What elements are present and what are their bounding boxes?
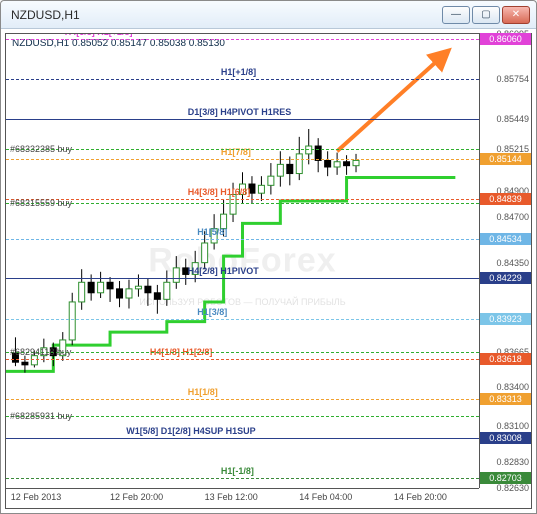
chart-window: NZDUSD,H1 — ▢ ✕ NZDUSD,H1 0.85052 0.8514…: [0, 0, 537, 514]
level-label: D1[3/8] H4PIVOT H1RES: [186, 107, 294, 117]
level-line: [6, 278, 479, 279]
level-line: [6, 79, 479, 80]
price-highlight: 0.83923: [480, 313, 531, 325]
chart-frame: NZDUSD,H1 0.85052 0.85147 0.85038 0.8513…: [5, 33, 532, 509]
price-highlight: 0.84229: [480, 272, 531, 284]
level-line: [6, 438, 479, 439]
order-label: #68285931 buy: [10, 411, 72, 421]
price-highlight: 0.82703: [480, 472, 531, 484]
level-line: [6, 239, 479, 240]
level-label: H4[2/8] H1PIVOT: [186, 266, 261, 276]
minimize-button[interactable]: —: [442, 6, 470, 24]
chart-plot-area[interactable]: NZDUSD,H1 0.85052 0.85147 0.85038 0.8513…: [6, 34, 479, 488]
time-tick: 14 Feb 20:00: [394, 489, 447, 502]
order-line: [6, 352, 479, 353]
level-line: [6, 159, 479, 160]
level-line: [6, 359, 479, 360]
maximize-button[interactable]: ▢: [472, 6, 500, 24]
price-highlight: 0.85144: [480, 153, 531, 165]
price-tick: 0.83100: [496, 421, 529, 431]
price-tick: 0.82830: [496, 457, 529, 467]
order-line: [6, 416, 479, 417]
price-axis: 0.860950.857540.854490.852150.849000.847…: [479, 34, 531, 488]
price-tick: 0.84700: [496, 212, 529, 222]
price-tick: 0.85449: [496, 114, 529, 124]
price-tick: 0.84350: [496, 258, 529, 268]
titlebar[interactable]: NZDUSD,H1 — ▢ ✕: [1, 1, 536, 29]
order-line: [6, 203, 479, 204]
time-axis: 12 Feb 2013 12 Feb 20:00 13 Feb 12:00 14 Fe…: [6, 488, 479, 508]
order-label: #68315559 buy: [10, 198, 72, 208]
order-label: #68332385 buy: [10, 144, 72, 154]
price-tick: 0.83400: [496, 382, 529, 392]
level-label: H1[7/8]: [219, 147, 253, 157]
level-label: H1[3/8]: [195, 307, 229, 317]
level-label: W1[5/8] D1[2/8] H4SUP H1SUP: [124, 426, 257, 436]
level-line: [6, 119, 479, 120]
level-label: H1[1/8]: [186, 387, 220, 397]
price-tick: 0.82630: [496, 483, 529, 493]
price-highlight: 0.86060: [480, 33, 531, 45]
window-buttons: — ▢ ✕: [442, 6, 530, 24]
window-title: NZDUSD,H1: [7, 8, 442, 22]
order-line: [6, 149, 479, 150]
level-line: [6, 199, 479, 200]
time-tick: 13 Feb 12:00: [205, 489, 258, 502]
time-tick: 14 Feb 04:00: [299, 489, 352, 502]
price-highlight: 0.83313: [480, 393, 531, 405]
price-highlight: 0.84534: [480, 233, 531, 245]
price-highlight: 0.84839: [480, 193, 531, 205]
price-highlight: 0.83618: [480, 353, 531, 365]
level-label: H1[5/8]: [195, 227, 229, 237]
level-line: [6, 319, 479, 320]
price-highlight: 0.83008: [480, 432, 531, 444]
time-tick: 12 Feb 2013: [11, 489, 62, 502]
price-tick: 0.85754: [496, 74, 529, 84]
level-line: [6, 399, 479, 400]
time-tick: 12 Feb 20:00: [110, 489, 163, 502]
level-label: H4[3/8] H1[6/8]: [186, 187, 253, 197]
candles-layer: [6, 34, 479, 488]
level-line: [6, 478, 479, 479]
level-label: H1[+1/8]: [219, 67, 258, 77]
level-line: [6, 39, 479, 40]
close-button[interactable]: ✕: [502, 6, 530, 24]
level-label: H4[5/8] H1[+2/8]: [63, 34, 135, 37]
order-label: #68294118 buy: [10, 347, 71, 357]
level-label: H1[-1/8]: [219, 466, 256, 476]
